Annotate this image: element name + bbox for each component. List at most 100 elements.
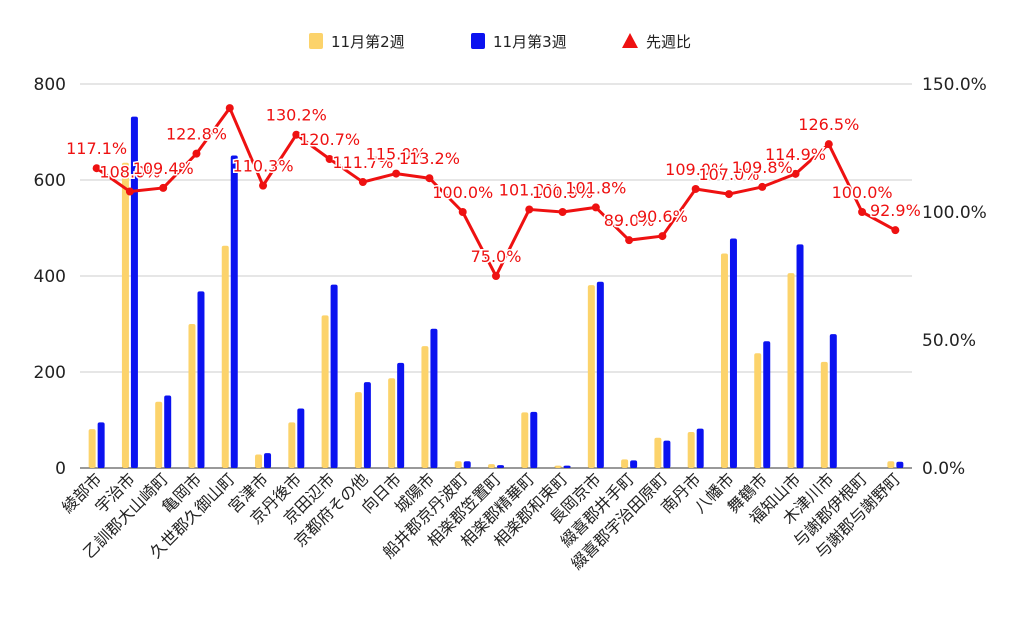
- y-tick-label: 600: [34, 171, 66, 191]
- bar-series-1: [454, 461, 462, 468]
- ratio-data-label: 109.8%: [732, 158, 793, 177]
- y-tick-label: 400: [34, 267, 66, 287]
- bar-series-1: [621, 459, 629, 468]
- y2-tick-label: 100.0%: [922, 203, 987, 223]
- bar-series-1: [155, 401, 163, 468]
- bar-series-2: [330, 284, 338, 468]
- ratio-point: [392, 169, 401, 178]
- bar-series-1: [188, 324, 196, 468]
- ratio-point: [125, 187, 134, 196]
- ratio-data-label: 130.2%: [266, 106, 327, 125]
- y-tick-label: 200: [34, 363, 66, 383]
- ratio-point: [259, 181, 268, 190]
- bar-series-2: [230, 155, 238, 468]
- bar-series-1: [820, 361, 828, 468]
- bar-series-2: [696, 428, 704, 468]
- bar-series-2: [430, 328, 438, 468]
- ratio-point: [458, 208, 467, 216]
- ratio-data-label: 101.8%: [565, 178, 626, 197]
- ratio-point: [858, 208, 867, 216]
- bar-series-1: [421, 346, 429, 468]
- ratio-data-label: 111.7%: [332, 153, 393, 172]
- bar-series-1: [88, 429, 96, 468]
- bar-series-1: [587, 285, 595, 468]
- ratio-point: [558, 208, 567, 216]
- bar-series-1: [321, 315, 329, 468]
- ratio-point: [724, 190, 733, 199]
- data-labels-layer: 117.1% 108.0%109.4% 122.8% 110.3% 130.2% 120.…: [65, 104, 923, 267]
- bar-series-1: [121, 162, 129, 468]
- ratio-data-label: 101.0%: [499, 180, 560, 199]
- bar-series-2: [829, 334, 837, 468]
- legend-label-series-2: 11月第3週: [493, 33, 567, 51]
- bar-series-1: [687, 432, 695, 468]
- bar-series-2: [763, 341, 771, 468]
- legend-marker-series-3: [622, 33, 638, 48]
- ratio-point: [758, 182, 767, 191]
- ratio-data-label: 92.9%: [870, 201, 921, 220]
- ratio-data-label: 126.5%: [798, 115, 859, 134]
- bar-series-2: [297, 408, 305, 468]
- bar-series-1: [255, 454, 263, 468]
- ratio-data-label: 90.6%: [637, 207, 688, 226]
- ratio-data-label: 109.4%: [133, 159, 194, 178]
- bar-series-1: [488, 464, 495, 468]
- bar-series-1: [288, 422, 296, 468]
- ratio-data-label: 117.1%: [66, 139, 127, 158]
- legend-label-series-3: 先週比: [646, 33, 691, 51]
- bar-series-1: [554, 465, 562, 468]
- ratio-data-label: 107.0%: [698, 165, 759, 184]
- ratio-data-label: 100.0%: [432, 183, 493, 202]
- bar-series-2: [663, 440, 671, 468]
- bar-series-1: [754, 353, 762, 468]
- bar-series-2: [197, 291, 205, 468]
- ratio-point: [358, 178, 367, 187]
- bar-series-1: [787, 273, 795, 468]
- legend: 11月第2週 11月第3週 先週比: [309, 33, 691, 51]
- ratio-data-label: 120.7%: [299, 130, 360, 149]
- y-tick-label: 800: [34, 75, 66, 95]
- ratio-point: [658, 232, 667, 241]
- ratio-data-label: 100.0%: [832, 183, 893, 202]
- bar-series-2: [497, 465, 504, 468]
- bar-series-2: [596, 281, 604, 468]
- ratio-data-label: 110.3%: [233, 157, 294, 176]
- ratio-point: [492, 272, 500, 280]
- bar-series-1: [887, 461, 895, 468]
- bar-series-2: [729, 238, 737, 468]
- y-axis-right: 0.0% 50.0% 100.0% 150.0%: [922, 75, 987, 479]
- ratio-line-layer: [92, 104, 900, 280]
- ratio-point: [824, 140, 833, 149]
- ratio-data-label: 115.0%: [366, 145, 427, 164]
- y2-tick-label: 0.0%: [922, 459, 965, 479]
- ratio-data-label: 113.2%: [399, 149, 460, 168]
- legend-swatch-series-1: [309, 33, 323, 49]
- y2-tick-label: 150.0%: [922, 75, 987, 95]
- legend-label-series-1: 11月第2週: [331, 33, 405, 51]
- bar-series-1: [221, 245, 229, 468]
- bar-series-1: [354, 392, 362, 468]
- bars-layer: [88, 116, 904, 468]
- bar-series-2: [463, 461, 471, 468]
- ratio-point: [525, 205, 534, 214]
- bar-series-2: [796, 244, 804, 468]
- ratio-point: [192, 149, 201, 158]
- bar-series-1: [388, 378, 396, 468]
- ratio-point: [292, 130, 301, 139]
- ratio-point: [891, 226, 900, 235]
- ratio-point: [225, 104, 234, 113]
- ratio-data-label: 75.0%: [471, 247, 522, 266]
- bar-series-1: [521, 412, 529, 468]
- ratio-point: [691, 184, 700, 193]
- bar-series-2: [563, 465, 571, 468]
- bar-series-1: [654, 437, 662, 468]
- bar-series-2: [97, 422, 105, 468]
- legend-swatch-series-2: [471, 33, 485, 49]
- ratio-data-label: 109.0%: [665, 160, 726, 179]
- y-tick-label: 0: [55, 459, 66, 479]
- bar-series-2: [630, 460, 638, 468]
- ratio-point: [425, 174, 434, 183]
- x-axis: 綾部市宇治市乙訓郡大山崎町亀岡市久世郡久御山町宮津市京丹後市京田辺市京都府その他…: [58, 469, 904, 573]
- ratio-data-label: 114.9%: [765, 145, 826, 164]
